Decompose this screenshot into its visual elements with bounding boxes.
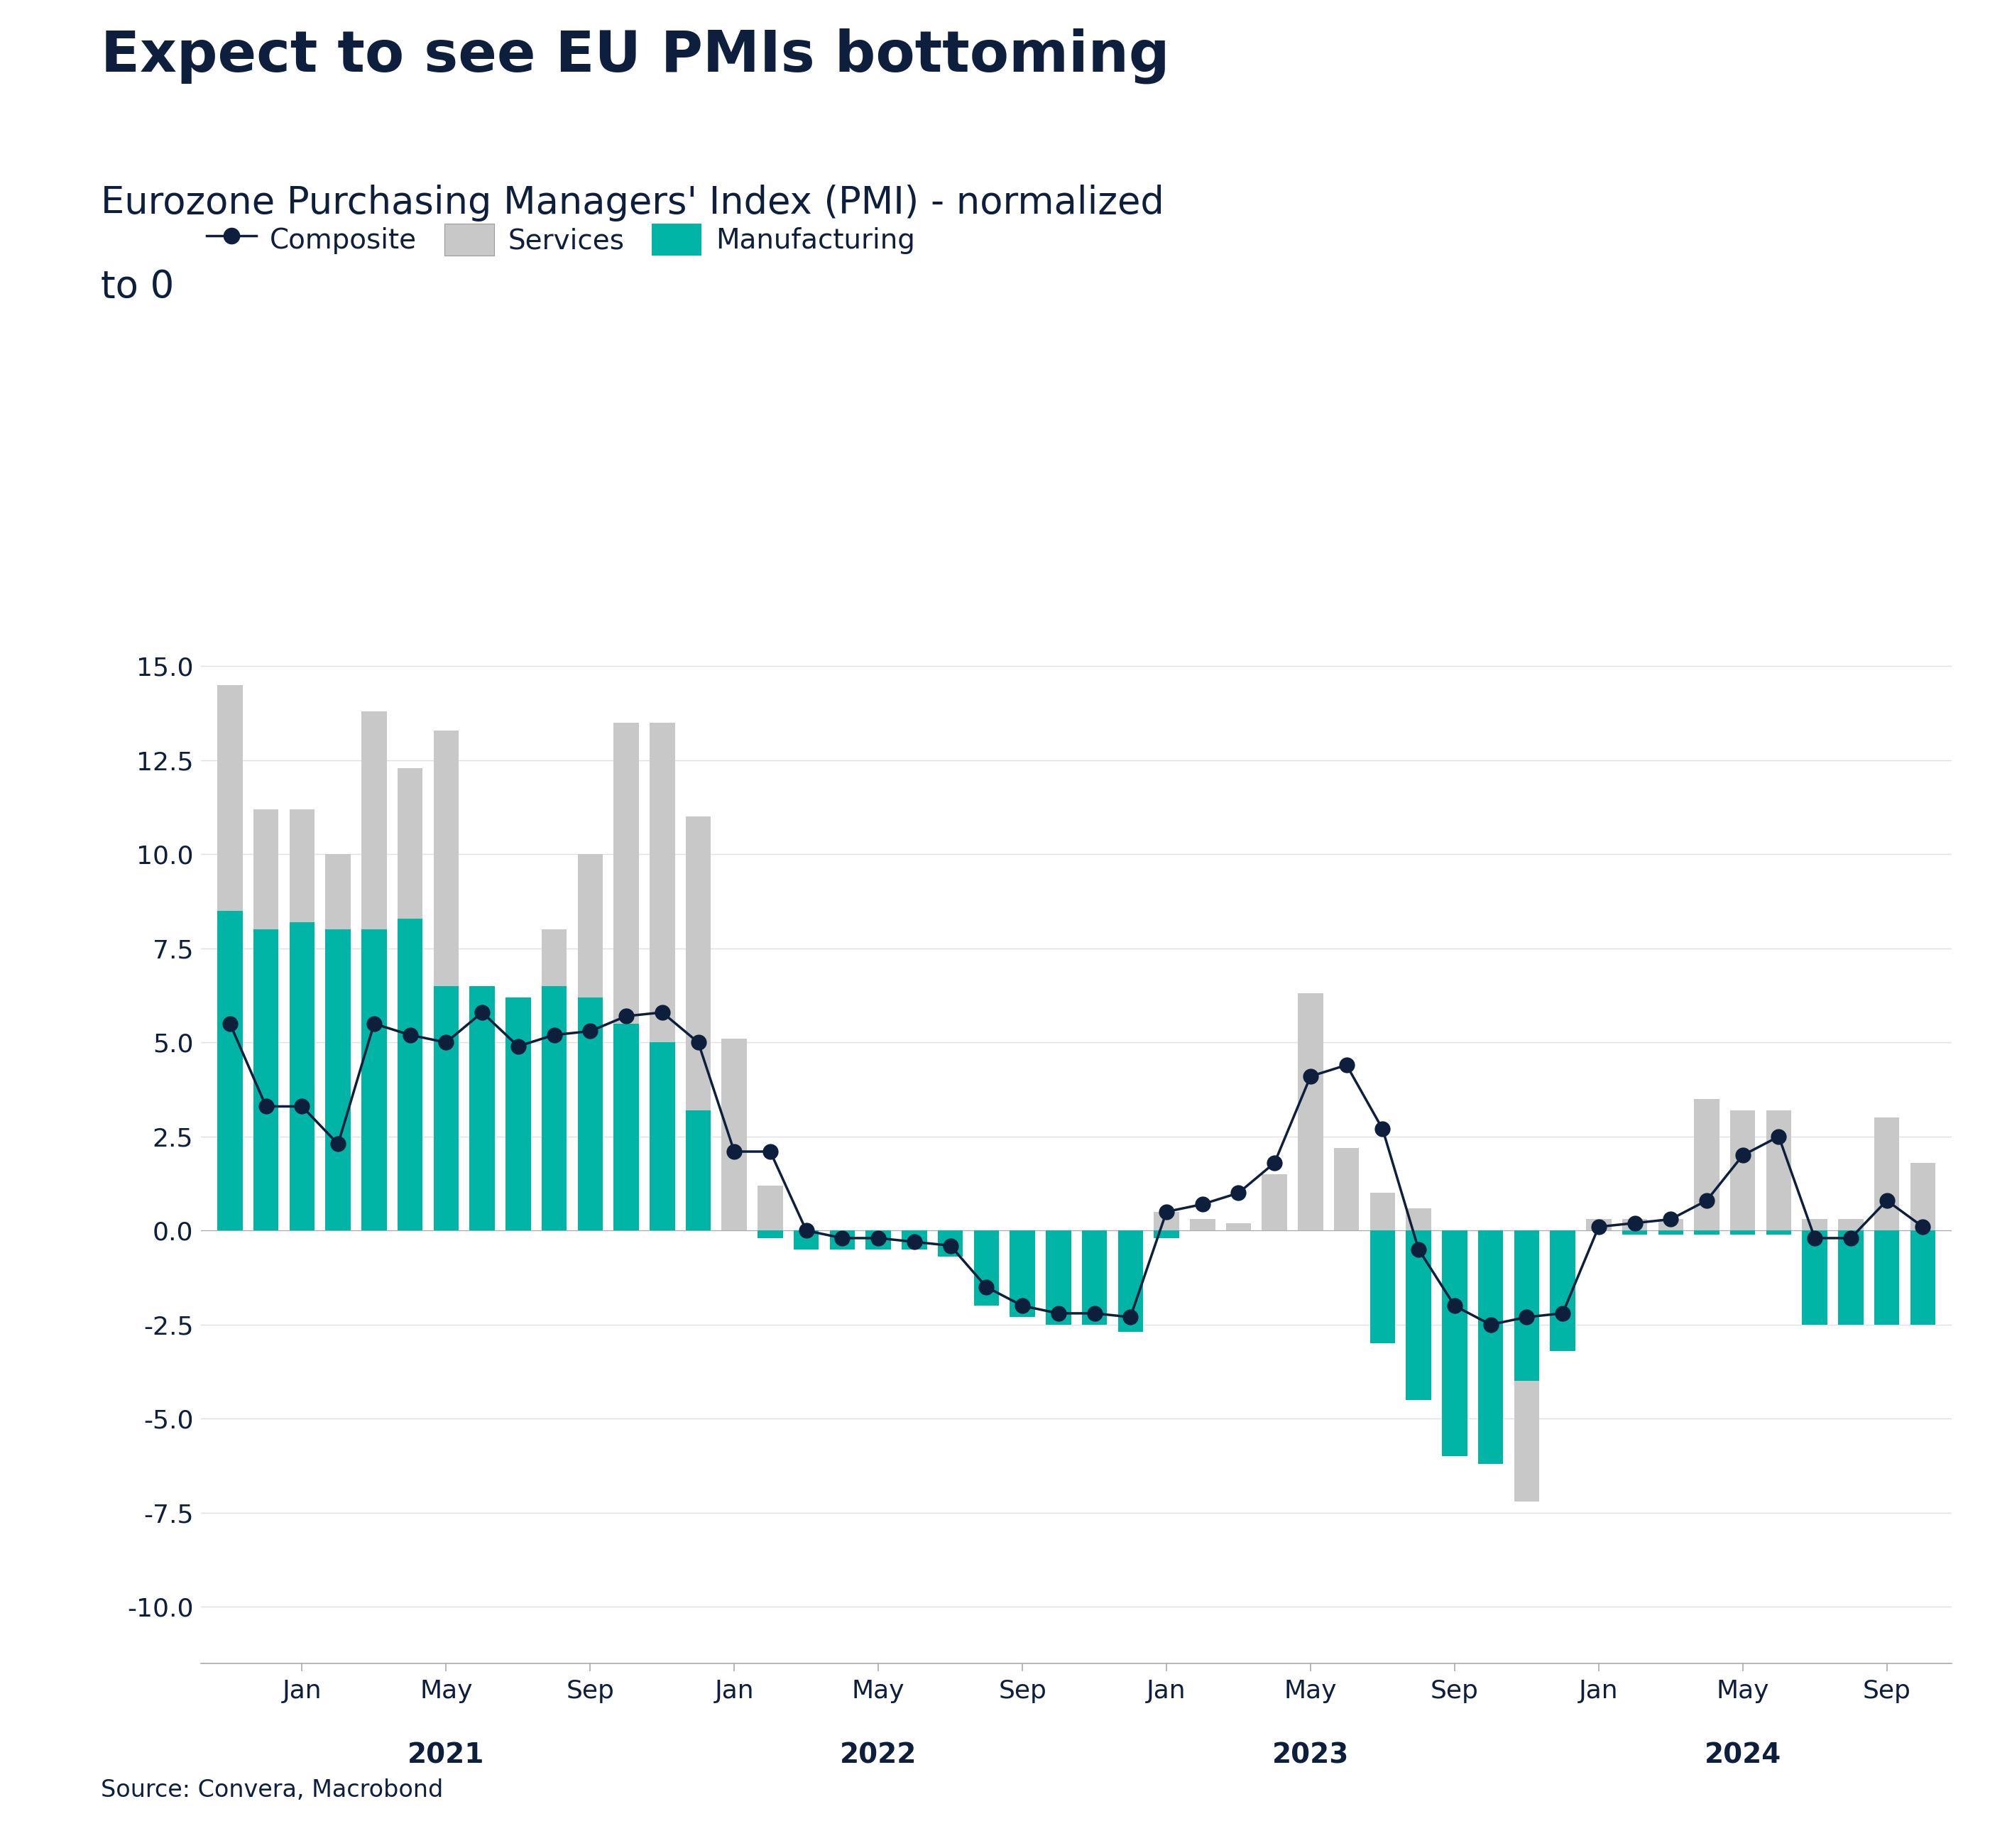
- Bar: [362, 711, 386, 1231]
- Bar: [1119, 1231, 1143, 1242]
- Bar: [254, 930, 278, 1231]
- Bar: [1515, 1231, 1539, 1380]
- Text: 2021: 2021: [408, 1743, 485, 1769]
- Text: Source: Convera, Macrobond: Source: Convera, Macrobond: [101, 1778, 443, 1802]
- Bar: [1730, 1111, 1754, 1231]
- Bar: [1658, 1220, 1684, 1231]
- Bar: [1767, 1231, 1791, 1234]
- Text: 2024: 2024: [1704, 1743, 1781, 1769]
- Bar: [1443, 1231, 1467, 1286]
- Text: 2023: 2023: [1272, 1743, 1348, 1769]
- Bar: [1549, 1231, 1575, 1351]
- Bar: [541, 987, 567, 1231]
- Bar: [1406, 1209, 1431, 1231]
- Bar: [1622, 1220, 1648, 1231]
- Bar: [1225, 1223, 1251, 1231]
- Bar: [1515, 1231, 1539, 1501]
- Bar: [577, 998, 604, 1231]
- Bar: [1046, 1231, 1070, 1238]
- Text: to 0: to 0: [101, 268, 173, 305]
- Bar: [1549, 1231, 1575, 1238]
- Bar: [1443, 1231, 1467, 1456]
- Bar: [793, 1231, 819, 1249]
- Bar: [217, 686, 243, 1231]
- Bar: [1730, 1231, 1754, 1234]
- Bar: [1189, 1220, 1215, 1231]
- Bar: [1875, 1231, 1899, 1325]
- Bar: [650, 723, 674, 1231]
- Bar: [1153, 1212, 1179, 1231]
- Bar: [1767, 1111, 1791, 1231]
- Bar: [1262, 1173, 1288, 1231]
- Bar: [1839, 1220, 1863, 1231]
- Bar: [1803, 1231, 1827, 1325]
- Bar: [433, 730, 459, 1231]
- Bar: [1694, 1231, 1720, 1234]
- Bar: [1082, 1231, 1107, 1238]
- Bar: [1694, 1100, 1720, 1231]
- Bar: [1334, 1148, 1360, 1231]
- Bar: [290, 809, 314, 1231]
- Bar: [686, 1111, 710, 1231]
- Bar: [398, 769, 423, 1231]
- Bar: [1406, 1231, 1431, 1401]
- Bar: [469, 987, 495, 1231]
- Bar: [829, 1231, 855, 1249]
- Bar: [326, 854, 350, 1231]
- Bar: [577, 854, 604, 1231]
- Bar: [1479, 1231, 1503, 1449]
- Bar: [1298, 994, 1324, 1231]
- Bar: [1875, 1118, 1899, 1231]
- Bar: [290, 922, 314, 1231]
- Bar: [254, 809, 278, 1231]
- Bar: [1370, 1194, 1394, 1231]
- Bar: [614, 1024, 640, 1231]
- Bar: [1658, 1231, 1684, 1234]
- Bar: [1909, 1162, 1936, 1231]
- Bar: [1479, 1231, 1503, 1464]
- Bar: [938, 1231, 964, 1257]
- Bar: [326, 930, 350, 1231]
- Legend: Composite, Services, Manufacturing: Composite, Services, Manufacturing: [207, 224, 915, 255]
- Text: Eurozone Purchasing Managers' Index (PMI) - normalized: Eurozone Purchasing Managers' Index (PMI…: [101, 185, 1163, 222]
- Bar: [974, 1231, 1000, 1307]
- Text: 2022: 2022: [839, 1743, 917, 1769]
- Bar: [974, 1231, 1000, 1242]
- Bar: [1839, 1231, 1863, 1325]
- Bar: [469, 987, 495, 1231]
- Bar: [1370, 1231, 1394, 1343]
- Bar: [759, 1231, 783, 1238]
- Bar: [1046, 1231, 1070, 1325]
- Bar: [1082, 1231, 1107, 1325]
- Bar: [505, 998, 531, 1231]
- Bar: [362, 930, 386, 1231]
- Bar: [614, 723, 640, 1231]
- Bar: [1803, 1220, 1827, 1231]
- Bar: [433, 987, 459, 1231]
- Text: Expect to see EU PMIs bottoming: Expect to see EU PMIs bottoming: [101, 28, 1169, 83]
- Bar: [505, 998, 531, 1231]
- Bar: [1622, 1231, 1648, 1234]
- Bar: [217, 911, 243, 1231]
- Bar: [1909, 1231, 1936, 1325]
- Bar: [650, 1042, 674, 1231]
- Bar: [759, 1185, 783, 1231]
- Bar: [686, 817, 710, 1231]
- Bar: [398, 918, 423, 1231]
- Bar: [1010, 1231, 1034, 1318]
- Bar: [722, 1039, 746, 1231]
- Bar: [541, 930, 567, 1231]
- Bar: [1010, 1231, 1034, 1249]
- Bar: [1119, 1231, 1143, 1332]
- Bar: [901, 1231, 928, 1249]
- Bar: [1153, 1231, 1179, 1238]
- Bar: [1585, 1220, 1612, 1231]
- Bar: [865, 1231, 891, 1249]
